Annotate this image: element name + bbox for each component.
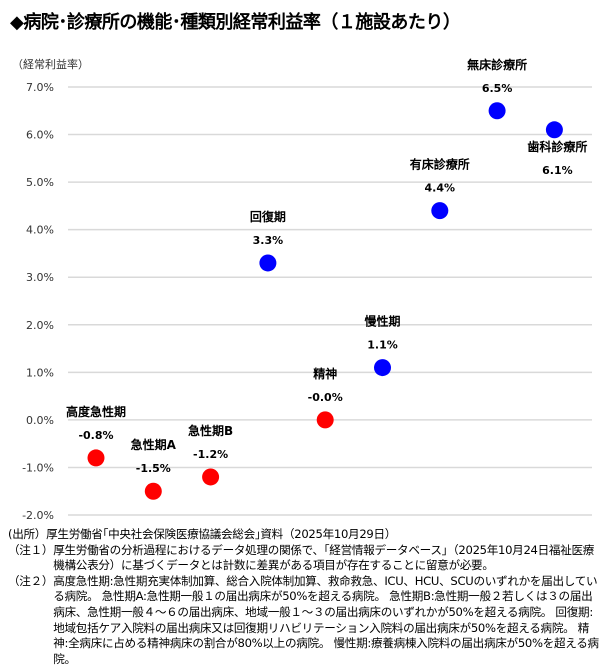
scatter-chart: 7.0% 6.0% 5.0% 4.0% 3.0% 2.0% 1.0% 0.0% -1.0% -2.… [22,57,592,522]
point-name-label: 回復期 [250,209,286,224]
data-label: -0.8% [78,429,113,442]
y-tick-label: 5.0% [26,176,54,189]
data-point [488,102,506,120]
source-note: (出所）厚生労働省｢中央社会保険医療協議会総会｣資料（2025年10月29日） [8,527,397,541]
data-label: -1.2% [193,448,228,461]
note-1-text: 厚生労働省の分析過程におけるデータ処理の関係で、「経営情報データベース」（202… [53,542,595,573]
data-point [431,202,449,220]
y-tick-label: 0.0% [26,414,54,427]
point-name-label: 慢性期 [364,314,400,329]
y-tick-label: 7.0% [26,81,54,94]
y-axis-label: （経常利益率） [12,58,89,71]
note-2: （注２） 高度急性期:急性期充実体制加算、総合入院体制加算、救命救急、ICU、H… [8,574,603,668]
point-name-label: 高度急性期 [66,404,126,419]
data-point [259,254,277,272]
y-tick-label: -1.0% [22,461,54,474]
data-point [202,468,220,486]
point-name-label: 有床診療所 [410,157,470,172]
data-label: -0.0% [308,391,343,404]
data-point [87,449,105,467]
data-point [374,359,391,377]
data-point [316,411,334,429]
data-label: 6.5% [482,82,513,95]
data-label: 4.4% [425,182,456,195]
notes: (出所）厚生労働省｢中央社会保険医療協議会総会｣資料（2025年10月29日） … [8,527,603,667]
data-label: 1.1% [367,339,398,352]
y-tick-label: 3.0% [26,271,54,284]
data-label: -1.5% [136,462,171,475]
point-name-label: 無床診療所 [467,57,527,72]
y-tick-label: 1.0% [26,366,54,379]
note-2-text: 高度急性期:急性期充実体制加算、総合入院体制加算、救命救急、ICU、HCU、SC… [53,573,599,666]
y-tick-label: -2.0% [22,509,54,522]
y-tick-label: 4.0% [26,224,54,237]
note-2-tag: （注２） [8,573,54,588]
data-label: 6.1% [542,164,573,177]
y-tick-label: 6.0% [26,129,54,142]
page-title: ◆病院･診療所の機能･種類別経常利益率（１施設あたり） [10,12,461,33]
note-1-tag: （注１） [8,542,54,557]
y-tick-label: 2.0% [26,319,54,332]
point-name-label: 急性期B [188,423,233,438]
point-name-label: 歯科診療所 [527,139,587,154]
point-name-label: 急性期A [131,437,177,452]
point-name-label: 精神 [313,366,337,381]
note-1: （注１） 厚生労働省の分析過程におけるデータ処理の関係で、「経営情報データベース… [8,543,603,574]
data-point [144,482,162,500]
data-point [545,121,563,139]
data-label: 3.3% [253,234,284,247]
